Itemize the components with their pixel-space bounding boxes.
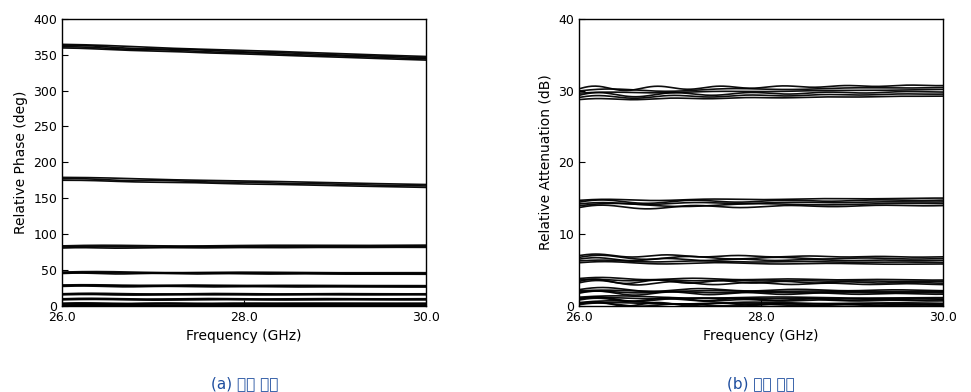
Y-axis label: Relative Attenuation (dB): Relative Attenuation (dB) xyxy=(539,74,552,250)
Text: (b) 감쇼 변화: (b) 감쇼 변화 xyxy=(727,376,795,391)
Text: (a) 위상 변화: (a) 위상 변화 xyxy=(211,376,278,391)
X-axis label: Frequency (GHz): Frequency (GHz) xyxy=(703,329,819,343)
X-axis label: Frequency (GHz): Frequency (GHz) xyxy=(186,329,302,343)
Y-axis label: Relative Phase (deg): Relative Phase (deg) xyxy=(14,91,28,234)
